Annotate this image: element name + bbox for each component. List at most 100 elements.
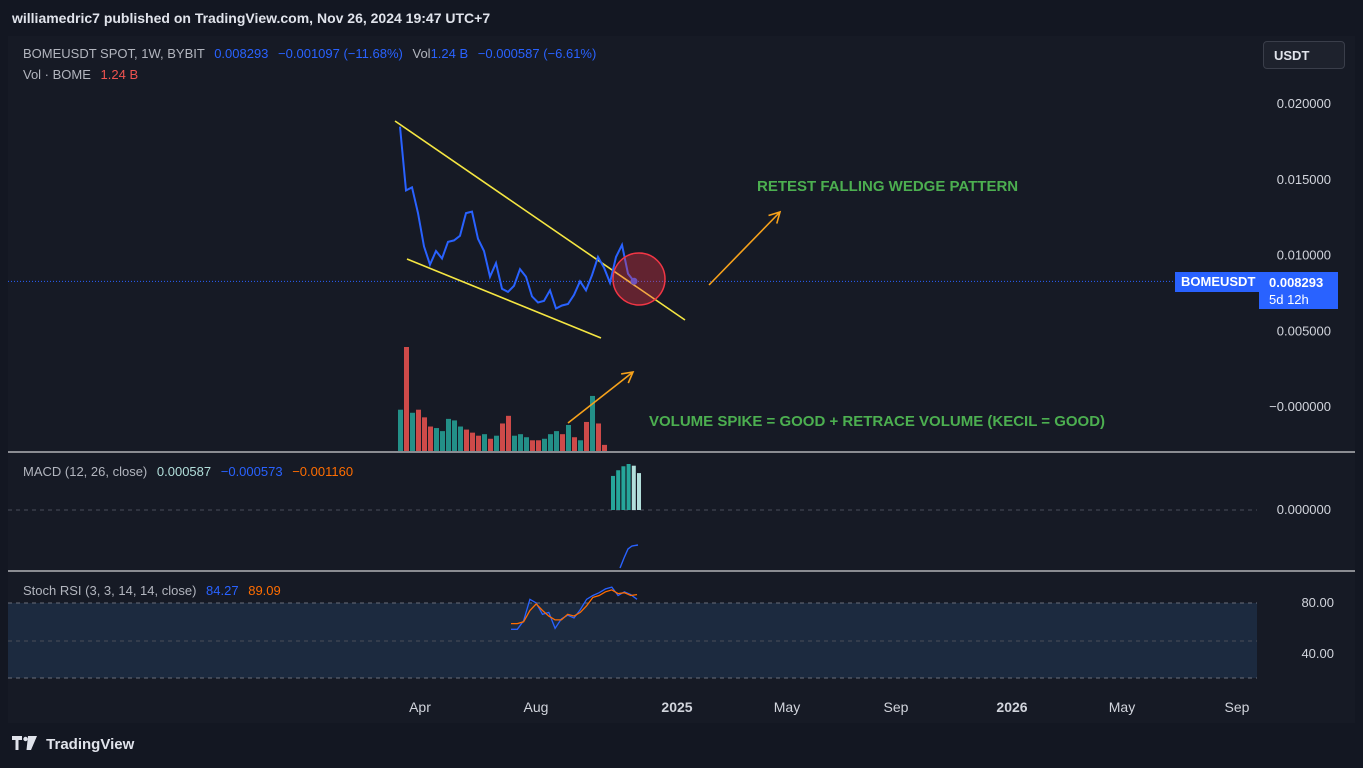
volume-bar xyxy=(458,426,463,451)
stoch-d-line xyxy=(511,589,638,625)
stoch-k: 84.27 xyxy=(206,583,239,598)
price-series-line xyxy=(399,126,635,310)
y-tick-label: 0.020000 xyxy=(1277,96,1331,111)
time-axis-label: 2025 xyxy=(661,699,692,715)
volume-bar xyxy=(440,431,445,451)
volume-bar xyxy=(410,412,415,451)
volume-bar xyxy=(602,444,607,451)
vol-label: Vol xyxy=(412,46,431,61)
tradingview-logo-icon xyxy=(12,736,38,754)
time-axis-label: Apr xyxy=(409,699,431,715)
volume-bar xyxy=(416,409,421,451)
volume-annotation: VOLUME SPIKE = GOOD + RETRACE VOLUME (KE… xyxy=(649,413,1106,430)
volume-bar xyxy=(476,435,481,451)
volume-bar xyxy=(446,418,451,451)
volume-bar xyxy=(560,434,565,451)
macd-histogram-bar xyxy=(616,470,621,510)
volume-bar xyxy=(554,431,559,451)
retest-annotation: RETEST FALLING WEDGE PATTERN xyxy=(757,178,1019,195)
volume-bar xyxy=(470,432,475,451)
macd-histogram-bar xyxy=(637,473,641,510)
vol-line-label: Vol · BOME xyxy=(23,67,91,82)
macd-v3: −0.001160 xyxy=(292,464,354,479)
macd-signal-line xyxy=(619,544,639,569)
time-axis-label: 2026 xyxy=(996,699,1027,715)
brand-label: TradingView xyxy=(46,736,135,753)
stoch-d: 89.09 xyxy=(248,583,281,598)
wedge-upper-line xyxy=(394,120,686,321)
volume-bar xyxy=(584,421,589,451)
retest-highlight-circle xyxy=(612,252,666,306)
publish-info: williamedric7 published on TradingView.c… xyxy=(12,10,491,26)
symbol-price-tag: BOMEUSDT xyxy=(1175,272,1262,292)
breakout-arrow-head xyxy=(768,210,782,224)
vol-change: −0.000587 (−6.61%) xyxy=(477,46,597,61)
volume-bar xyxy=(512,435,517,451)
volume-bar xyxy=(422,417,427,451)
stoch-legend: Stoch RSI (3, 3, 14, 14, close) 84.27 89… xyxy=(23,583,281,598)
time-axis-label: Sep xyxy=(884,699,909,715)
currency-button[interactable]: USDT xyxy=(1263,41,1345,69)
volume-bar xyxy=(434,428,439,451)
volume-arrow-head xyxy=(621,370,635,384)
volume-bar xyxy=(542,438,547,451)
main-legend: BOMEUSDT SPOT, 1W, BYBIT 0.008293 −0.001… xyxy=(23,46,596,61)
wedge-lower-line xyxy=(406,258,602,339)
macd-histogram-bar xyxy=(626,464,631,510)
volume-bar xyxy=(500,423,505,451)
price-tag-countdown: 5d 12h xyxy=(1269,292,1309,307)
volume-bar xyxy=(524,437,529,451)
publish-header: williamedric7 published on TradingView.c… xyxy=(0,0,1363,36)
y-tick-label: −0.000000 xyxy=(1269,399,1331,414)
volume-bar xyxy=(596,423,601,451)
price-change: −0.001097 (−11.68%) xyxy=(278,46,403,61)
breakout-arrow xyxy=(708,211,781,286)
volume-bar xyxy=(488,438,493,451)
last-price: 0.008293 xyxy=(214,46,269,61)
volume-bar xyxy=(530,440,535,451)
volume-bar xyxy=(482,434,487,451)
vol-value: 1.24 B xyxy=(430,46,469,61)
price-tag-value: 0.008293 xyxy=(1269,275,1324,290)
volume-bar xyxy=(548,434,553,451)
time-axis-label: May xyxy=(774,699,800,715)
volume-bar xyxy=(404,347,409,451)
footer-brand[interactable]: TradingView xyxy=(12,736,134,758)
time-axis-label: Aug xyxy=(524,699,549,715)
stoch-y-tick: 80.00 xyxy=(1301,595,1334,610)
macd-histogram-bar xyxy=(621,466,626,510)
volume-legend: Vol · BOME 1.24 B xyxy=(23,67,138,82)
y-tick-label: 0.015000 xyxy=(1277,172,1331,187)
last-price-tag: 0.008293 5d 12h xyxy=(1259,272,1338,309)
time-axis-label: May xyxy=(1109,699,1135,715)
volume-bar xyxy=(452,420,457,451)
macd-legend: MACD (12, 26, close) 0.000587 −0.000573 … xyxy=(23,464,353,479)
volume-bar xyxy=(536,440,541,451)
time-axis-label: Sep xyxy=(1225,699,1250,715)
macd-label: MACD (12, 26, close) xyxy=(23,464,148,479)
symbol-label: BOMEUSDT SPOT, 1W, BYBIT xyxy=(23,46,205,61)
volume-arrow xyxy=(567,371,634,424)
volume-bar xyxy=(590,395,595,451)
macd-v2: −0.000573 xyxy=(220,464,283,479)
vol-line-value: 1.24 B xyxy=(100,67,139,82)
macd-histogram-bar xyxy=(631,465,636,510)
volume-bar xyxy=(578,440,583,451)
volume-bar xyxy=(494,435,499,451)
volume-bar xyxy=(398,409,403,451)
y-tick-label: 0.010000 xyxy=(1277,248,1331,263)
volume-bar xyxy=(518,434,523,451)
volume-bar xyxy=(464,429,469,451)
macd-histogram-bar xyxy=(611,475,615,510)
macd-y-tick: 0.000000 xyxy=(1277,502,1331,517)
stoch-y-tick: 40.00 xyxy=(1301,646,1334,661)
volume-bar xyxy=(428,426,433,451)
last-price-dot xyxy=(630,277,638,285)
volume-bar xyxy=(506,415,511,451)
volume-bar xyxy=(566,425,571,451)
y-tick-label: 0.005000 xyxy=(1277,323,1331,338)
stoch-label: Stoch RSI (3, 3, 14, 14, close) xyxy=(23,583,197,598)
macd-v1: 0.000587 xyxy=(156,464,212,479)
volume-bar xyxy=(572,437,577,451)
